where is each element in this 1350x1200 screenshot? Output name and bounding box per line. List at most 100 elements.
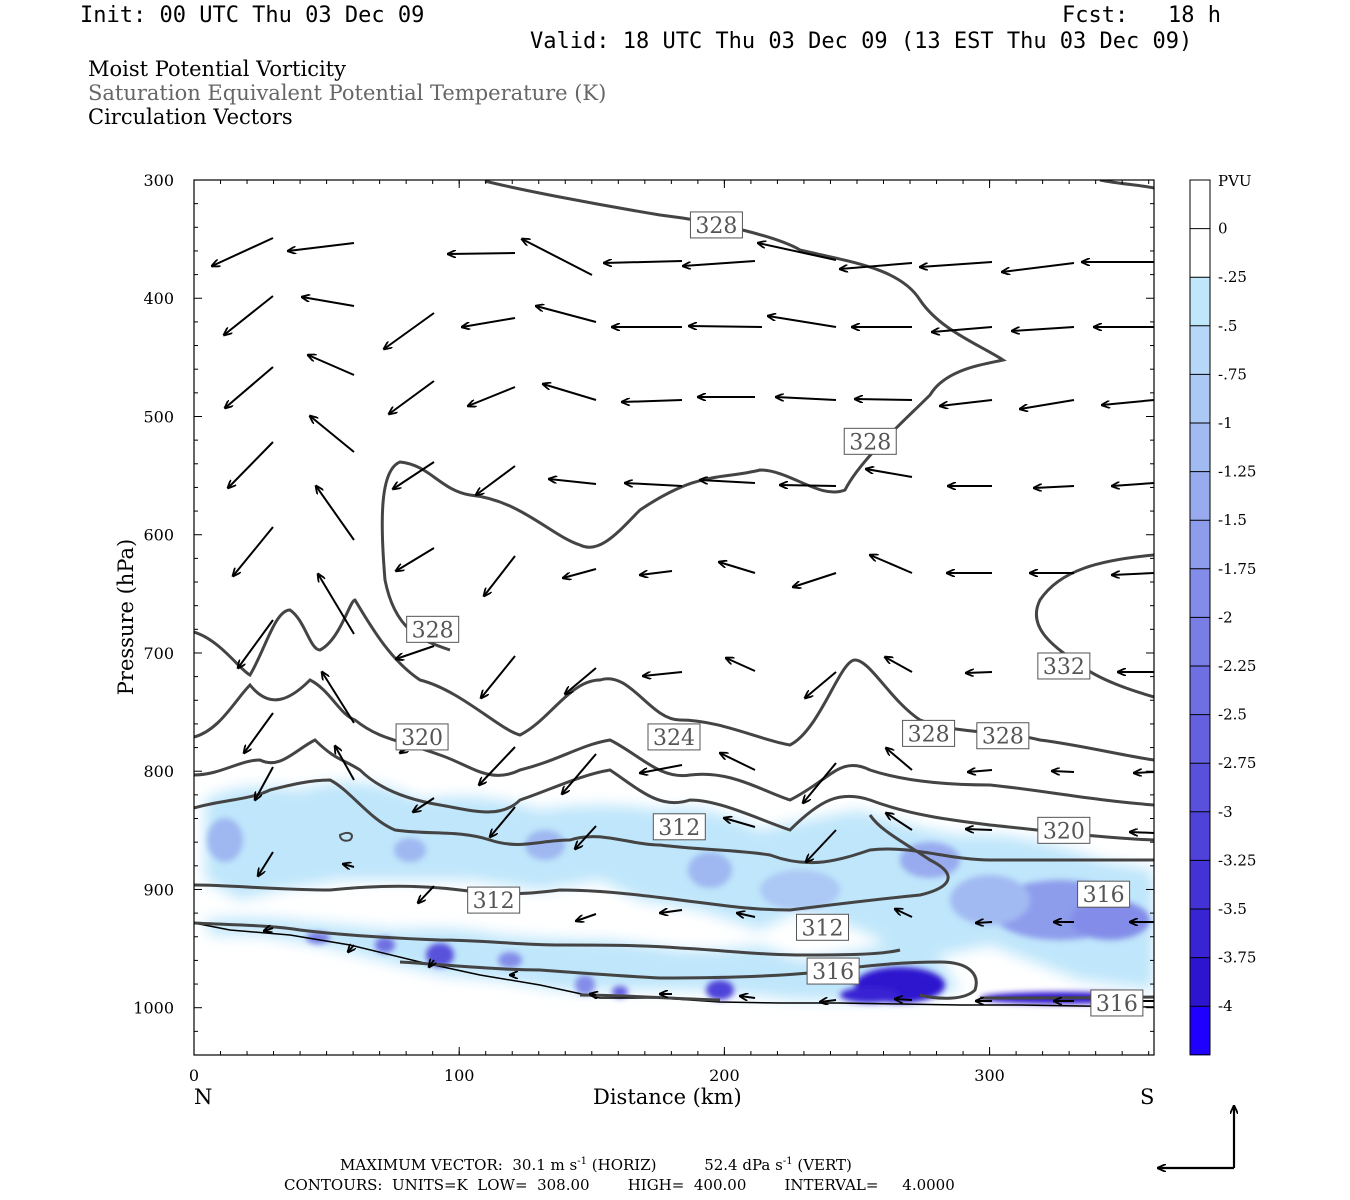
contour-label: 332 bbox=[1043, 655, 1085, 680]
wind-vector bbox=[1134, 772, 1155, 773]
y-tick-label: 900 bbox=[143, 880, 174, 899]
wind-vector bbox=[966, 829, 993, 830]
wind-vector bbox=[758, 243, 837, 261]
plot-frame bbox=[193, 179, 1155, 1056]
wind-vector bbox=[476, 465, 516, 495]
wind-vector bbox=[604, 261, 683, 263]
colorbar-units: PVU bbox=[1218, 172, 1252, 190]
x-tick-label: 0 bbox=[189, 1066, 199, 1085]
contour-label: 316 bbox=[812, 960, 854, 985]
wind-vector bbox=[396, 645, 435, 659]
wind-vector bbox=[625, 483, 683, 486]
wind-vector bbox=[1112, 573, 1155, 575]
wind-vector bbox=[643, 671, 683, 676]
colorbar-label: -2.5 bbox=[1218, 706, 1247, 724]
wind-vector bbox=[740, 996, 756, 998]
wind-vector bbox=[255, 766, 274, 800]
colorbar-swatch bbox=[1190, 180, 1210, 230]
colorbar-label: -3 bbox=[1218, 803, 1233, 821]
wind-vector bbox=[396, 547, 435, 571]
contour-label-box bbox=[902, 719, 956, 747]
wind-vector bbox=[1052, 771, 1075, 772]
wind-vector bbox=[348, 945, 354, 952]
wind-vector bbox=[1112, 483, 1155, 486]
wind-vector bbox=[683, 260, 756, 266]
wind-vector bbox=[920, 261, 993, 267]
colorbar-swatch bbox=[1190, 714, 1210, 764]
wind-vector bbox=[565, 667, 597, 694]
wind-vector bbox=[575, 825, 597, 849]
colorbar-label: -.5 bbox=[1218, 317, 1237, 335]
colorbar-swatch bbox=[1190, 811, 1210, 861]
footer-contours: CONTOURS: UNITS=K LOW= 308.00 HIGH= 400.… bbox=[284, 1176, 955, 1194]
endpoint-left: N bbox=[194, 1085, 213, 1109]
wind-vector bbox=[737, 913, 756, 917]
forecast-value: 18 h bbox=[1168, 3, 1221, 28]
colorbar-label: 0 bbox=[1218, 220, 1228, 238]
colorbar-label: -1.75 bbox=[1218, 560, 1256, 578]
contour-label-box bbox=[806, 957, 860, 985]
wind-vector bbox=[343, 864, 355, 867]
contour-label: 320 bbox=[1043, 819, 1085, 844]
contour-label: 328 bbox=[412, 618, 454, 643]
y-tick-label: 300 bbox=[143, 171, 174, 190]
contour-label-box bbox=[1037, 816, 1091, 844]
wind-vector bbox=[322, 672, 355, 724]
reference-vector bbox=[1158, 1106, 1234, 1168]
colorbar-label: -2 bbox=[1218, 608, 1233, 626]
colorbar-label: -.75 bbox=[1218, 365, 1247, 383]
wind-vector bbox=[793, 572, 837, 587]
contour-label-box bbox=[467, 886, 521, 914]
title-sept: Saturation Equivalent Potential Temperat… bbox=[88, 81, 607, 105]
wind-vector bbox=[1130, 832, 1155, 833]
wind-vector bbox=[1012, 326, 1075, 331]
contour-label-box bbox=[1090, 989, 1144, 1017]
colorbar-label: -1.25 bbox=[1218, 463, 1256, 481]
contour-label: 316 bbox=[1083, 883, 1125, 908]
colorbar-swatch bbox=[1190, 228, 1210, 278]
y-tick-label: 500 bbox=[143, 407, 174, 426]
wind-vector bbox=[886, 813, 913, 831]
wind-vector bbox=[768, 316, 837, 328]
contour-label-box bbox=[406, 615, 460, 643]
wind-vector bbox=[966, 672, 993, 673]
wind-vector bbox=[536, 306, 597, 323]
contour-label: 320 bbox=[401, 726, 443, 751]
y-tick-label: 600 bbox=[143, 526, 174, 545]
wind-vector bbox=[932, 326, 993, 332]
colorbar-swatch bbox=[1190, 909, 1210, 959]
wind-vector bbox=[522, 239, 593, 276]
contour-label-box bbox=[395, 723, 449, 751]
wind-vector bbox=[228, 441, 274, 488]
wind-vector bbox=[310, 416, 355, 453]
wind-vector bbox=[238, 619, 274, 668]
wind-vector bbox=[264, 928, 274, 931]
colorbar-swatch bbox=[1190, 763, 1210, 813]
contour-label-box bbox=[647, 723, 701, 751]
wind-vector bbox=[590, 994, 596, 995]
wind-vector bbox=[562, 753, 597, 794]
x-tick-label: 100 bbox=[444, 1066, 475, 1085]
wind-vector bbox=[840, 262, 913, 269]
wind-vector bbox=[622, 400, 683, 402]
wind-vector bbox=[563, 568, 597, 578]
wind-vector bbox=[806, 829, 837, 862]
colorbar-label: -3.25 bbox=[1218, 851, 1256, 869]
colorbar-label: -.25 bbox=[1218, 268, 1247, 286]
wind-vector bbox=[640, 570, 673, 575]
title-mpv: Moist Potential Vorticity bbox=[88, 57, 346, 81]
wind-vector bbox=[244, 712, 274, 753]
wind-vector bbox=[1002, 262, 1075, 272]
wind-vector bbox=[689, 326, 763, 327]
wind-vector bbox=[640, 764, 683, 773]
x-tick-label: 300 bbox=[974, 1066, 1005, 1085]
wind-vector bbox=[479, 746, 516, 785]
wind-vector bbox=[549, 479, 597, 485]
wind-vector bbox=[1020, 399, 1075, 409]
wind-vector bbox=[719, 562, 756, 574]
contour-label: 328 bbox=[982, 725, 1024, 750]
wind-vector bbox=[233, 526, 274, 576]
forecast-label: Fcst: bbox=[1062, 3, 1129, 28]
wind-vector bbox=[484, 555, 516, 596]
y-tick-label: 400 bbox=[143, 289, 174, 308]
